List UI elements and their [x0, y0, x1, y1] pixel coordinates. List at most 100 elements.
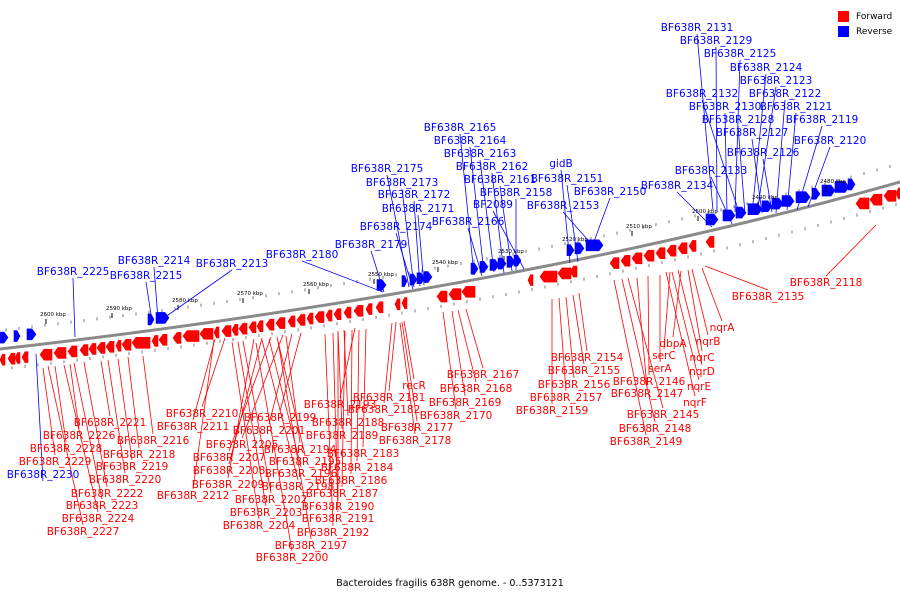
forward-gene-label[interactable]: BF638R_2178 [379, 435, 452, 447]
forward-gene-label[interactable]: BF638R_2197 [275, 540, 348, 552]
forward-gene-label[interactable]: BF638R_2198 [262, 481, 335, 493]
reverse-gene-label[interactable]: BF638R_2163 [444, 148, 517, 160]
reverse-gene-label[interactable]: BF638R_2133 [675, 165, 748, 177]
reverse-gene-label[interactable]: BF638R_2134 [641, 180, 714, 192]
reverse-gene-label[interactable]: BF638R_2230 [7, 469, 80, 481]
reverse-gene-label[interactable]: BF638R_2128 [702, 114, 775, 126]
forward-gene-label[interactable]: BF638R_2157 [530, 392, 603, 404]
reverse-gene-label[interactable]: BF638R_2153 [527, 200, 600, 212]
reverse-gene-label[interactable]: BF638R_2132 [666, 88, 739, 100]
forward-gene-label[interactable]: BF638R_2147 [611, 388, 684, 400]
forward-gene-label[interactable]: nqrC [690, 352, 715, 364]
forward-gene-label[interactable]: BF638R_2203 [230, 507, 303, 519]
forward-gene-label[interactable]: BF638R_2118 [790, 277, 863, 289]
reverse-gene-label[interactable]: BF638R_2126 [727, 147, 800, 159]
forward-gene-label[interactable]: BF638R_2199 [244, 412, 317, 424]
forward-gene-label[interactable]: recR [402, 380, 426, 392]
forward-gene-label[interactable]: BF638R_2209 [192, 479, 265, 491]
reverse-gene-label[interactable]: BF638R_2119 [786, 114, 859, 126]
forward-gene-label[interactable]: BF638R_2220 [89, 474, 162, 486]
reverse-gene-label[interactable]: BF638R_2214 [118, 255, 191, 267]
reverse-gene-label[interactable]: BF638R_2131 [661, 22, 734, 34]
forward-gene-label[interactable]: BF638R_2218 [103, 449, 176, 461]
forward-gene-label[interactable]: BF638R_2186 [315, 475, 388, 487]
forward-gene-label[interactable]: BF638R_2201 [233, 425, 306, 437]
forward-gene-label[interactable]: BF638R_2156 [538, 379, 611, 391]
forward-gene-label[interactable]: nqrE [687, 381, 711, 393]
reverse-gene-label[interactable]: BF638R_2172 [378, 189, 451, 201]
reverse-gene-label[interactable]: BF638R_2174 [360, 221, 433, 233]
forward-gene-label[interactable]: BF638R_2167 [447, 369, 520, 381]
reverse-gene-label[interactable]: BF638R_2180 [266, 249, 339, 261]
forward-gene-label[interactable]: BF638R_2195 [269, 456, 342, 468]
forward-gene-label[interactable]: BF638R_2216 [117, 435, 190, 447]
forward-gene-label[interactable]: BF638R_2149 [610, 436, 683, 448]
forward-gene-label[interactable]: BF638R_2210 [166, 408, 239, 420]
reverse-gene-label[interactable]: BF638R_2161 [464, 174, 537, 186]
forward-gene-label[interactable]: BF638R_2154 [551, 352, 624, 364]
forward-gene-label[interactable]: BF638R_2194 [264, 444, 337, 456]
forward-gene-label[interactable]: BF638R_2208 [193, 465, 266, 477]
forward-gene-label[interactable]: BF638R_2207 [193, 452, 266, 464]
reverse-gene-label[interactable]: BF638R_2166 [432, 216, 505, 228]
reverse-gene-label[interactable]: BF638R_2179 [335, 239, 408, 251]
forward-gene-label[interactable]: BF638R_2159 [516, 405, 589, 417]
forward-gene-label[interactable]: BF638R_2227 [47, 526, 120, 538]
forward-gene-label[interactable]: BF638R_2181 [353, 392, 426, 404]
forward-gene-label[interactable]: serC [652, 350, 676, 362]
forward-gene-label[interactable]: dbpA [659, 338, 687, 350]
forward-gene-label[interactable]: BF638R_2190 [302, 501, 375, 513]
forward-gene-label[interactable]: BF638R_2155 [548, 365, 621, 377]
forward-gene-label[interactable]: nqrF [683, 397, 707, 409]
forward-gene-label[interactable]: BF638R_2188 [312, 417, 385, 429]
forward-gene-label[interactable]: BF638R_2228 [30, 443, 103, 455]
reverse-gene-label[interactable]: BF638R_2158 [480, 187, 553, 199]
forward-gene-label[interactable]: nqrD [689, 366, 715, 378]
forward-gene-label[interactable]: BF638R_2168 [440, 383, 513, 395]
forward-gene-label[interactable]: BF638R_2205 [206, 439, 279, 451]
reverse-gene-label[interactable]: BF638R_2215 [110, 270, 183, 282]
reverse-gene-label[interactable]: BF638R_2121 [760, 101, 833, 113]
forward-gene-label[interactable]: nqrA [710, 322, 736, 334]
reverse-gene-label[interactable]: BF638R_2123 [740, 75, 813, 87]
forward-gene-label[interactable]: BF638R_2191 [302, 513, 375, 525]
forward-gene-label[interactable]: BF638R_2177 [381, 422, 454, 434]
reverse-gene-label[interactable]: BF638R_2175 [351, 163, 424, 175]
reverse-gene-label[interactable]: gidB [549, 158, 572, 170]
reverse-gene-label[interactable]: BF638R_2120 [794, 135, 867, 147]
reverse-gene-label[interactable]: BF638R_2162 [456, 161, 529, 173]
reverse-gene-label[interactable]: BF2089 [473, 199, 513, 211]
forward-gene-label[interactable]: nqrB [696, 336, 721, 348]
reverse-gene-label[interactable]: BF638R_2125 [704, 48, 777, 60]
forward-gene-label[interactable]: BF638R_2229 [19, 456, 92, 468]
reverse-gene-label[interactable]: BF638R_2213 [196, 258, 269, 270]
forward-gene-label[interactable]: serA [648, 363, 672, 375]
forward-gene-label[interactable]: BF638R_2170 [420, 410, 493, 422]
reverse-gene-label[interactable]: BF638R_2127 [716, 127, 789, 139]
forward-gene-label[interactable]: BF638R_2146 [613, 376, 686, 388]
forward-gene-label[interactable]: BF638R_2189 [306, 430, 379, 442]
forward-gene-label[interactable]: BF638R_2211 [157, 421, 230, 433]
reverse-gene-label[interactable]: BF638R_2150 [574, 186, 647, 198]
reverse-gene-label[interactable]: BF638R_2130 [689, 101, 762, 113]
forward-gene-label[interactable]: BF638R_2182 [348, 404, 421, 416]
forward-gene-label[interactable]: BF638R_2200 [256, 552, 329, 564]
forward-gene-label[interactable]: BF638R_2184 [321, 462, 394, 474]
reverse-gene-label[interactable]: BF638R_2151 [531, 173, 604, 185]
forward-gene-label[interactable]: BF638R_2204 [223, 520, 296, 532]
forward-gene-label[interactable]: BF638R_2221 [74, 417, 147, 429]
reverse-gene-label[interactable]: BF638R_2129 [680, 35, 753, 47]
reverse-gene-label[interactable]: BF638R_2122 [749, 88, 822, 100]
forward-gene-label[interactable]: BF638R_2193 [304, 399, 377, 411]
forward-gene-label[interactable]: BF638R_2226 [43, 430, 116, 442]
reverse-gene-label[interactable]: BF638R_2165 [424, 122, 497, 134]
reverse-gene-label[interactable]: BF638R_2124 [730, 62, 803, 74]
forward-gene-label[interactable]: BF638R_2196 [265, 468, 338, 480]
reverse-gene-label[interactable]: BF638R_2173 [366, 177, 439, 189]
forward-gene-label[interactable]: BF638R_2222 [71, 488, 144, 500]
forward-gene-label[interactable]: BF638R_2135 [732, 291, 805, 303]
forward-gene-label[interactable]: BF638R_2223 [66, 500, 139, 512]
forward-gene-label[interactable]: BF638R_2148 [619, 423, 692, 435]
reverse-gene-label[interactable]: BF638R_2164 [434, 135, 507, 147]
forward-gene-label[interactable]: BF638R_2145 [627, 409, 700, 421]
